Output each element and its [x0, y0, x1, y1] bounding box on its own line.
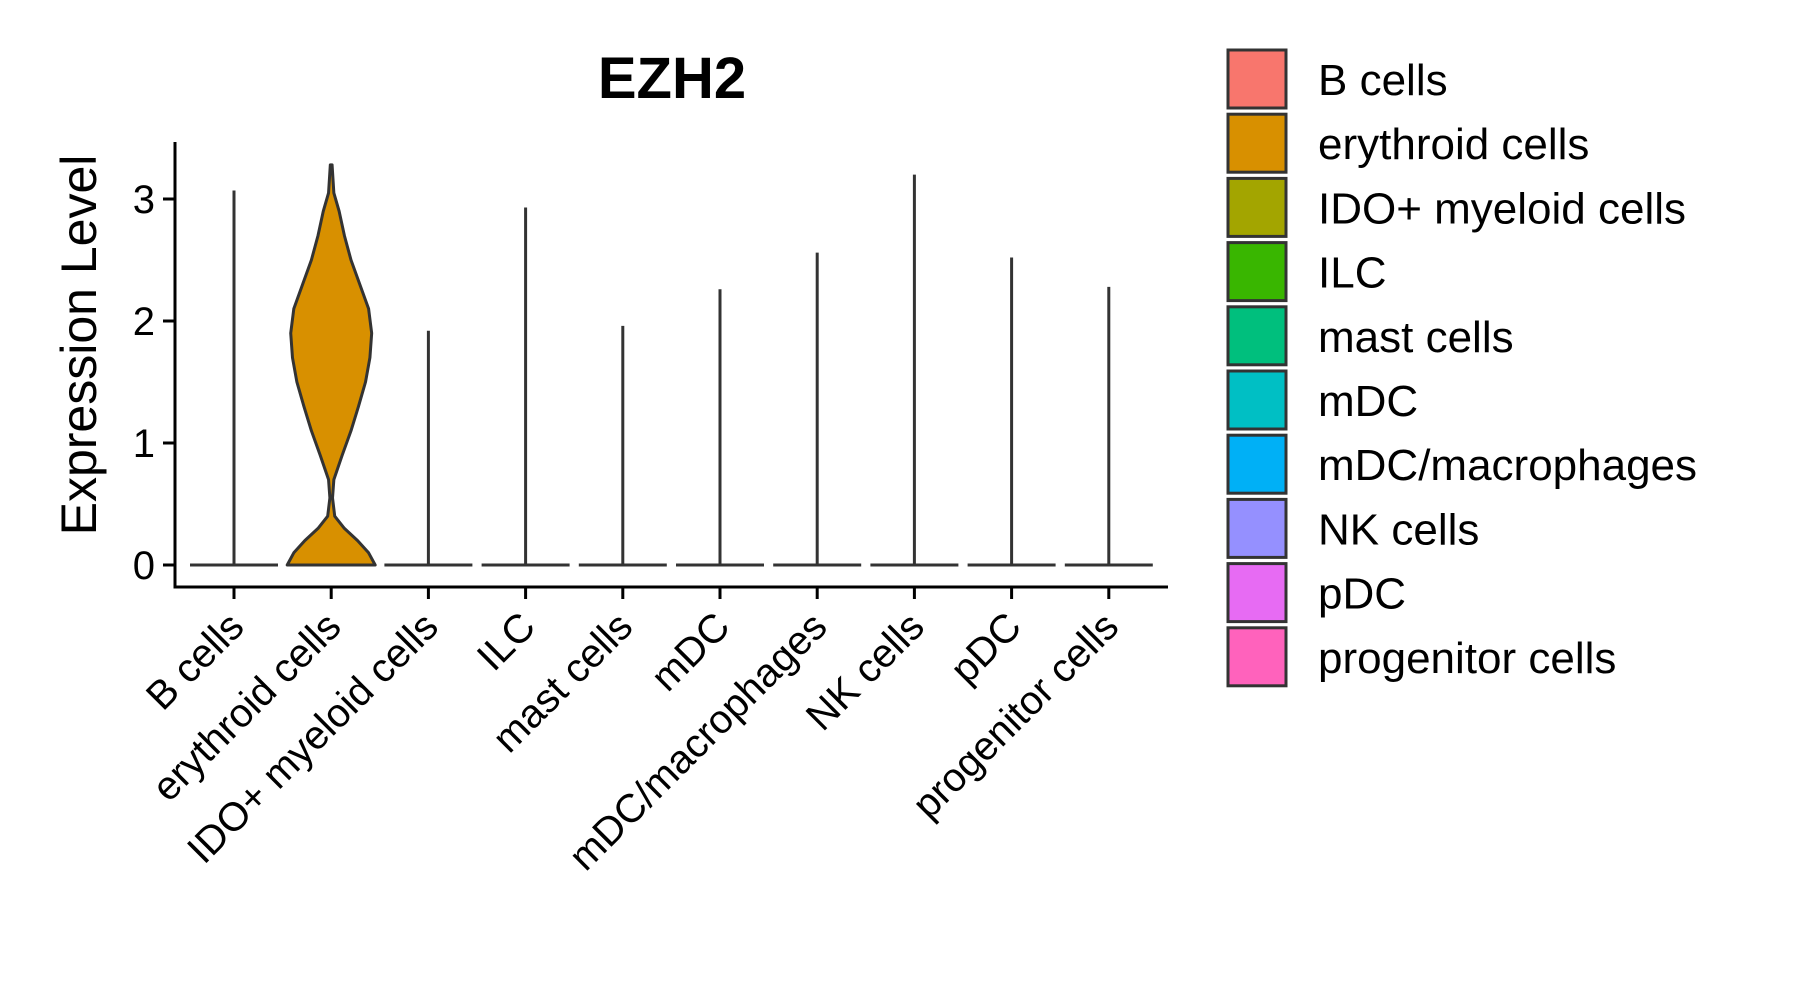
legend-swatch: [1226, 626, 1288, 688]
legend-label: mDC: [1318, 377, 1418, 426]
legend-label: erythroid cells: [1318, 120, 1589, 169]
legend-swatch: [1226, 176, 1288, 238]
x-tick-label: pDC: [942, 604, 1030, 692]
legend-swatch: [1226, 497, 1288, 559]
legend-label: mast cells: [1318, 313, 1514, 362]
legend-swatch: [1226, 433, 1288, 495]
legend-label: B cells: [1318, 56, 1448, 105]
y-tick-label: 3: [133, 178, 155, 222]
legend: B cells erythroid cells IDO+ myeloid cells…: [1226, 48, 1697, 688]
legend-label: mDC/macrophages: [1318, 441, 1697, 490]
legend-swatch: [1226, 48, 1288, 110]
legend-swatch: [1226, 112, 1288, 174]
legend-label: IDO+ myeloid cells: [1318, 184, 1686, 233]
legend-label: progenitor cells: [1318, 634, 1616, 683]
legend-label: pDC: [1318, 570, 1406, 619]
legend-label: NK cells: [1318, 505, 1479, 554]
x-tick-label: ILC: [469, 604, 544, 679]
legend-label: ILC: [1318, 249, 1386, 298]
legend-swatch: [1226, 369, 1288, 431]
violin-erythroid-cells: [285, 163, 377, 567]
y-tick-label: 0: [133, 544, 155, 588]
legend-swatch: [1226, 305, 1288, 367]
y-tick-label: 1: [133, 422, 155, 466]
y-tick-label: 2: [133, 300, 155, 344]
legend-swatch: [1226, 241, 1288, 303]
chart-title: EZH2: [598, 46, 746, 111]
y-axis-label: Expression Level: [51, 155, 107, 536]
legend-swatch: [1226, 562, 1288, 624]
